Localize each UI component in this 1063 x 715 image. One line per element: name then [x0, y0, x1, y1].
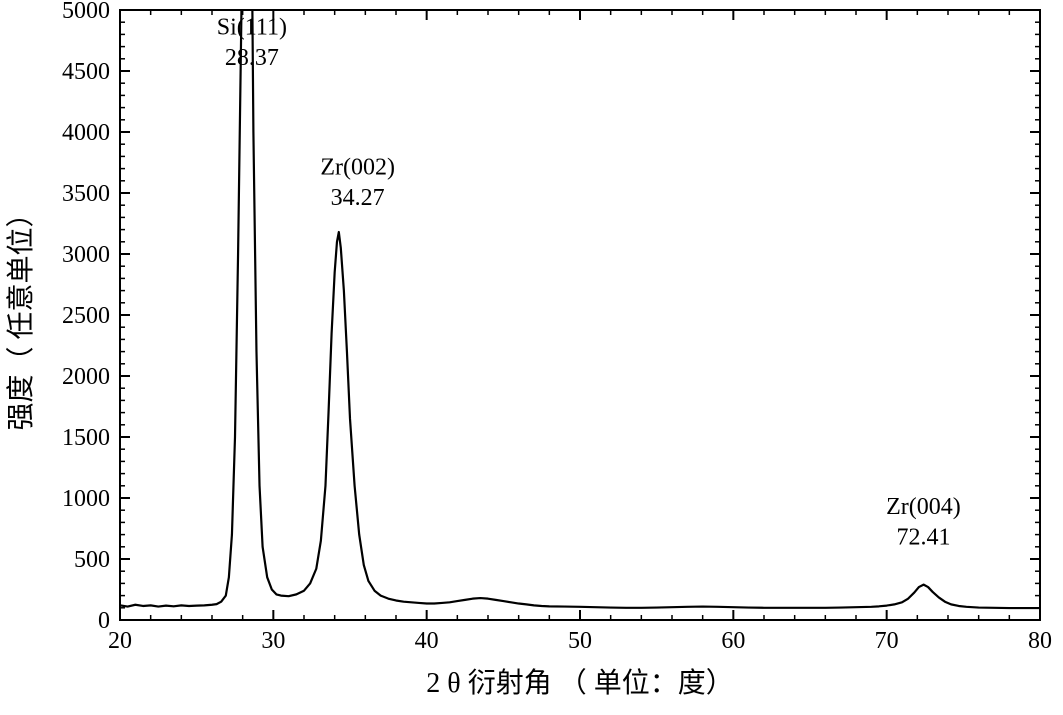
chart-svg: 20 30 40 50 60 70 80 0 500 1000 1500 2000 2500 3000 35… — [0, 0, 1063, 715]
peak-label: Zr(004) — [886, 494, 961, 520]
peak-label: Si(111) — [217, 14, 287, 40]
y-tick-label: 4000 — [62, 120, 110, 146]
y-tick-label: 1000 — [62, 486, 110, 512]
peak-label-value: 34.27 — [331, 185, 385, 211]
x-tick-label: 70 — [875, 628, 899, 654]
peak-label-value: 72.41 — [896, 524, 950, 550]
y-axis-label: 强度（ 任意单位） — [5, 199, 37, 430]
x-tick-label: 20 — [108, 628, 132, 654]
x-tick-label: 50 — [568, 628, 592, 654]
x-tick-label: 40 — [415, 628, 439, 654]
xrd-chart: 20 30 40 50 60 70 80 0 500 1000 1500 2000 2500 3000 35… — [0, 0, 1063, 715]
y-tick-label: 0 — [98, 608, 110, 634]
y-tick-label: 2000 — [62, 364, 110, 390]
y-tick-label: 4500 — [62, 59, 110, 85]
y-tick-label: 500 — [74, 547, 110, 573]
x-axis-label: 2 θ 衍射角 （ 单位：度） — [426, 667, 733, 699]
x-tick-label: 80 — [1028, 628, 1052, 654]
x-tick-label: 30 — [261, 628, 285, 654]
x-tick-label: 60 — [721, 628, 745, 654]
y-tick-label: 2500 — [62, 303, 110, 329]
y-tick-label: 3500 — [62, 181, 110, 207]
peak-label-value: 28.37 — [225, 45, 279, 71]
y-tick-label: 3000 — [62, 242, 110, 268]
peak-label: Zr(002) — [320, 155, 395, 181]
y-tick-label: 5000 — [62, 0, 110, 24]
y-tick-label: 1500 — [62, 425, 110, 451]
